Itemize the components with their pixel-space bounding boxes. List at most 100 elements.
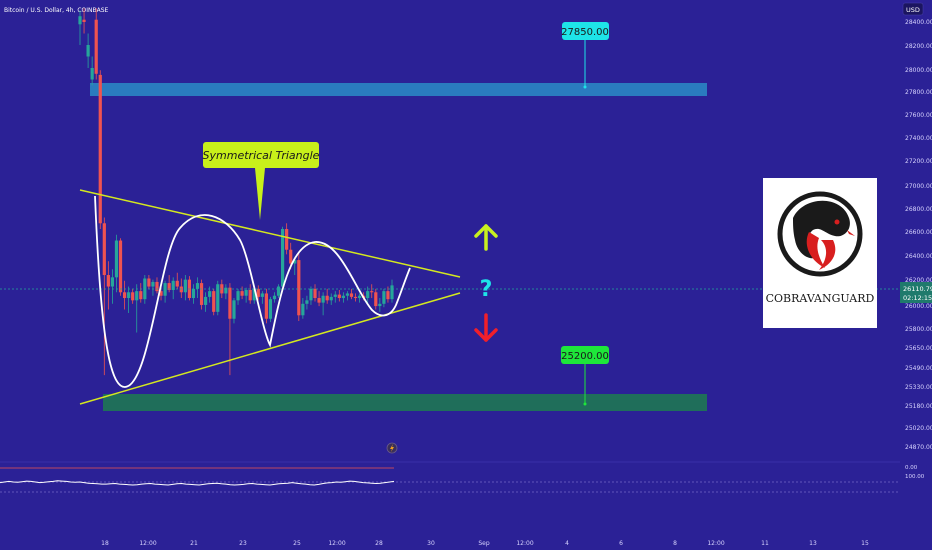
currency-badge[interactable]: USD (906, 6, 920, 14)
candle-bearish[interactable] (82, 19, 86, 22)
candle-bearish[interactable] (155, 281, 159, 292)
candle-bearish[interactable] (313, 288, 317, 299)
candle-bearish[interactable] (167, 283, 171, 290)
candle-bullish[interactable] (280, 229, 285, 287)
candle-bullish[interactable] (272, 295, 277, 300)
candle-bullish[interactable] (357, 295, 362, 299)
candle-bullish[interactable] (333, 294, 337, 297)
candle-bearish[interactable] (240, 291, 244, 296)
price-tick-label: 25180.00 (905, 403, 932, 410)
time-tick-label: 11 (761, 540, 769, 547)
candle-bullish[interactable] (195, 283, 200, 289)
candle-bullish[interactable] (382, 291, 386, 304)
lightning-icon[interactable] (386, 442, 398, 454)
candle-bearish[interactable] (199, 283, 204, 305)
candle-bullish[interactable] (90, 68, 94, 80)
candle-bearish[interactable] (228, 287, 232, 319)
candle-bullish[interactable] (345, 293, 350, 296)
candle-bullish[interactable] (301, 303, 305, 316)
candle-bearish[interactable] (297, 260, 301, 316)
upper-target-dot (583, 85, 587, 89)
candle-bearish[interactable] (179, 286, 183, 293)
candle-bullish[interactable] (86, 45, 90, 57)
price-tick-label: 25020.00 (905, 425, 932, 432)
candle-bearish[interactable] (289, 249, 293, 264)
candle-bearish[interactable] (106, 275, 110, 287)
candle-bearish[interactable] (248, 289, 252, 301)
time-tick-label: 12:00 (707, 540, 724, 547)
candle-bullish[interactable] (232, 300, 236, 319)
candle-bearish[interactable] (285, 229, 289, 250)
candle-bullish[interactable] (216, 284, 220, 312)
candle-bullish[interactable] (224, 287, 228, 294)
candle-bullish[interactable] (127, 292, 131, 299)
price-tick-label: 28200.00 (905, 43, 932, 50)
price-tick-label: 27200.00 (905, 158, 932, 165)
candle-bearish[interactable] (118, 240, 123, 293)
candle-bearish[interactable] (317, 298, 321, 303)
candle-bullish[interactable] (244, 289, 248, 296)
oscillator-line (0, 480, 395, 486)
candle-bearish[interactable] (139, 291, 143, 300)
candle-bearish[interactable] (212, 291, 216, 312)
price-tick-label: 26400.00 (905, 253, 932, 260)
projected-wave-path[interactable] (94, 195, 411, 388)
candle-bearish[interactable] (94, 19, 98, 74)
candle-bearish[interactable] (349, 293, 354, 297)
triangle-upper-trendline[interactable] (79, 189, 461, 278)
candle-bearish[interactable] (370, 291, 374, 293)
lower-target-dot (583, 402, 587, 406)
candle-bullish[interactable] (110, 277, 115, 287)
candle-bullish[interactable] (236, 291, 240, 301)
candle-bullish[interactable] (305, 300, 309, 304)
candle-bearish[interactable] (159, 291, 163, 296)
candle-bearish[interactable] (102, 223, 106, 276)
candle-bullish[interactable] (114, 240, 119, 278)
candle-bullish[interactable] (293, 260, 297, 264)
candle-bullish[interactable] (252, 288, 256, 301)
candle-bullish[interactable] (366, 291, 370, 299)
candle-bullish[interactable] (191, 288, 196, 299)
candle-bearish[interactable] (175, 280, 179, 287)
upper-target-label: 27850.00 (561, 27, 609, 38)
triangle-lower-trendline[interactable] (79, 292, 461, 405)
candle-bullish[interactable] (276, 286, 281, 296)
candle-bullish[interactable] (329, 296, 333, 301)
symbol-header: Bitcoin / U.S. Dollar, 4h, COINBASE (4, 7, 109, 14)
price-axis[interactable]: 28400.00 28200.00 28000.00 27800.00 27600.00… (905, 19, 932, 451)
time-axis[interactable]: 18 12:00 21 23 25 12:00 28 30 Sep 12:00 4 6 8 12:00 11… (101, 540, 869, 547)
candle-bearish[interactable] (256, 288, 260, 297)
candle-bearish[interactable] (353, 296, 358, 299)
candle-bullish[interactable] (309, 288, 313, 301)
candle-bearish[interactable] (386, 291, 390, 300)
candle-bearish[interactable] (325, 295, 329, 301)
candle-bearish[interactable] (147, 278, 151, 287)
candle-bearish[interactable] (98, 74, 102, 224)
candle-bearish[interactable] (122, 292, 127, 299)
candle-bullish[interactable] (151, 281, 155, 287)
candle-bearish[interactable] (374, 292, 378, 307)
candle-bullish[interactable] (260, 293, 264, 297)
lower-support-zone (103, 394, 707, 411)
candle-bullish[interactable] (321, 295, 325, 303)
candle-bullish[interactable] (341, 295, 345, 299)
candle-bearish[interactable] (131, 292, 135, 301)
candle-bullish[interactable] (268, 299, 273, 319)
candle-bullish[interactable] (390, 285, 394, 300)
price-tick-label: 25330.00 (905, 384, 932, 391)
upper-resistance-zone (90, 83, 707, 96)
candle-bearish[interactable] (337, 294, 341, 299)
candle-bullish[interactable] (183, 279, 187, 293)
candle-bullish[interactable] (135, 291, 139, 301)
candle-bullish[interactable] (171, 280, 175, 290)
candle-bullish[interactable] (163, 283, 167, 296)
time-tick-label: 4 (565, 540, 569, 547)
price-tick-label: 27400.00 (905, 135, 932, 142)
candle-bullish[interactable] (208, 291, 212, 297)
lower-target-label: 25200.00 (561, 351, 609, 362)
price-tick-label: 26200.00 (905, 277, 932, 284)
candle-bullish[interactable] (204, 296, 208, 305)
candle-bearish[interactable] (264, 293, 268, 319)
candle-bullish[interactable] (78, 16, 82, 25)
candle-bullish[interactable] (378, 303, 382, 307)
